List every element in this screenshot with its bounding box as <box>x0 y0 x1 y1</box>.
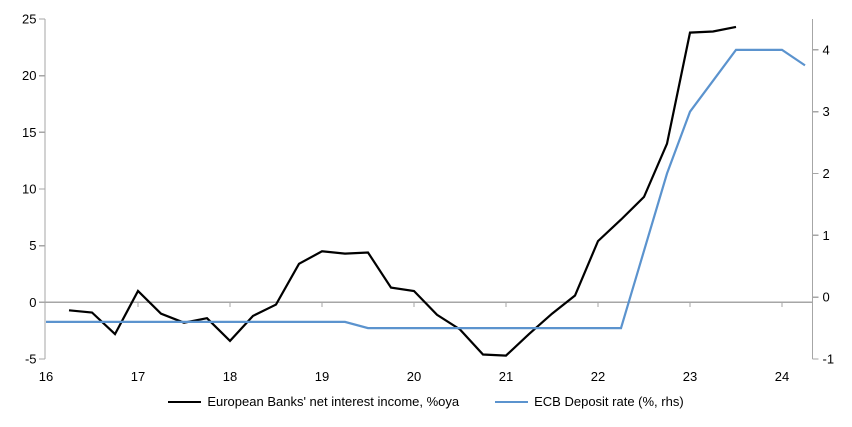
legend: European Banks' net interest income, %oy… <box>0 394 852 409</box>
y-left-tick-label: 0 <box>29 295 36 310</box>
x-tick-label: 21 <box>499 369 513 384</box>
legend-item-ecb-deposit-rate: ECB Deposit rate (%, rhs) <box>495 394 684 409</box>
y-left-tick-label: 25 <box>22 12 36 27</box>
x-tick-label: 19 <box>315 369 329 384</box>
x-tick-label: 23 <box>683 369 697 384</box>
legend-item-net-interest-income: European Banks' net interest income, %oy… <box>168 394 459 409</box>
x-axis <box>45 301 813 307</box>
legend-label-ecb-deposit-rate: ECB Deposit rate (%, rhs) <box>534 394 684 409</box>
series-ecb-deposit-rate <box>46 48 806 330</box>
x-tick-label: 16 <box>39 369 53 384</box>
y-left-tick-label: 5 <box>29 238 36 253</box>
x-axis-labels: 16 17 18 19 20 21 22 23 24 <box>39 369 789 384</box>
y-right-tick-label: 4 <box>823 42 830 57</box>
x-tick-label: 18 <box>223 369 237 384</box>
x-tick-label: 22 <box>591 369 605 384</box>
y-left-tick-label: 15 <box>22 125 36 140</box>
y-right-tick-label: -1 <box>823 352 835 367</box>
legend-label-net-interest-income: European Banks' net interest income, %oy… <box>207 394 460 409</box>
y-left-tick-label: 10 <box>22 182 36 197</box>
y-axis-right: -1 0 1 2 3 4 <box>811 19 835 367</box>
legend-line-swatch-blue <box>495 400 529 403</box>
y-right-tick-label: 2 <box>823 166 830 181</box>
legend-line-swatch-black <box>168 400 202 403</box>
y-right-tick-label: 0 <box>823 290 830 305</box>
x-tick-label: 24 <box>775 369 789 384</box>
y-right-tick-label: 3 <box>823 104 830 119</box>
x-tick-label: 20 <box>407 369 421 384</box>
y-right-tick-label: 1 <box>823 228 830 243</box>
y-left-tick-label: -5 <box>25 352 37 367</box>
x-tick-label: 17 <box>131 369 145 384</box>
y-axis-left: -5 0 5 10 15 20 25 <box>22 12 46 367</box>
y-left-tick-label: 20 <box>22 68 36 83</box>
